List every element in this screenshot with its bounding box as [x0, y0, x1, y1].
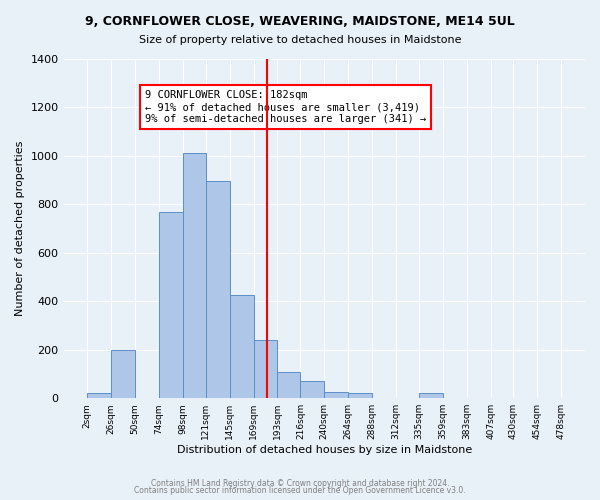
Bar: [301, 381, 324, 398]
Text: 9, CORNFLOWER CLOSE, WEAVERING, MAIDSTONE, ME14 5UL: 9, CORNFLOWER CLOSE, WEAVERING, MAIDSTON…: [85, 15, 515, 28]
Text: 9 CORNFLOWER CLOSE: 182sqm
← 91% of detached houses are smaller (3,419)
9% of se: 9 CORNFLOWER CLOSE: 182sqm ← 91% of deta…: [145, 90, 426, 124]
Bar: [277, 372, 301, 398]
Bar: [324, 392, 348, 398]
Text: Contains public sector information licensed under the Open Government Licence v3: Contains public sector information licen…: [134, 486, 466, 495]
Bar: [87, 394, 111, 398]
Bar: [230, 295, 254, 398]
X-axis label: Distribution of detached houses by size in Maidstone: Distribution of detached houses by size …: [176, 445, 472, 455]
Text: Size of property relative to detached houses in Maidstone: Size of property relative to detached ho…: [139, 35, 461, 45]
Bar: [348, 394, 372, 398]
Bar: [183, 154, 206, 398]
Y-axis label: Number of detached properties: Number of detached properties: [15, 141, 25, 316]
Text: Contains HM Land Registry data © Crown copyright and database right 2024.: Contains HM Land Registry data © Crown c…: [151, 478, 449, 488]
Bar: [419, 394, 443, 398]
Bar: [254, 340, 277, 398]
Bar: [206, 182, 230, 398]
Bar: [159, 212, 183, 398]
Bar: [111, 350, 135, 398]
